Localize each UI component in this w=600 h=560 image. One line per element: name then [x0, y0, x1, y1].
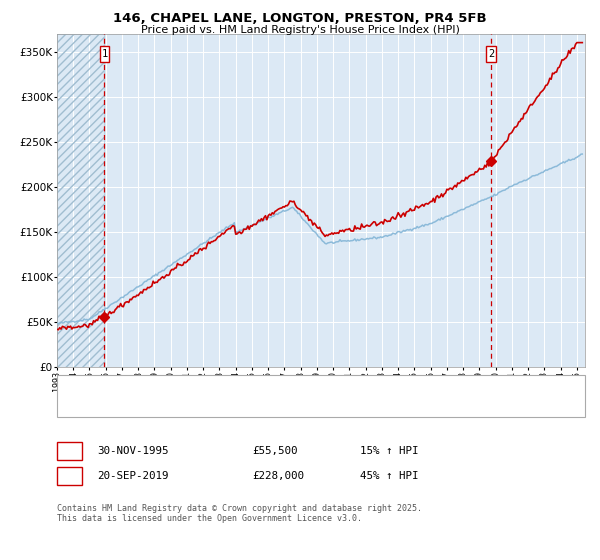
Text: 2: 2: [66, 471, 73, 481]
Text: 1: 1: [66, 446, 73, 456]
Text: HPI: Average price, semi-detached house, South Ribble: HPI: Average price, semi-detached house,…: [102, 400, 377, 410]
Text: 146, CHAPEL LANE, LONGTON, PRESTON, PR4 5FB (semi-detached house): 146, CHAPEL LANE, LONGTON, PRESTON, PR4 …: [102, 382, 470, 392]
Text: £55,500: £55,500: [252, 446, 298, 456]
Text: Contains HM Land Registry data © Crown copyright and database right 2025.: Contains HM Land Registry data © Crown c…: [57, 504, 422, 513]
Text: 1: 1: [101, 49, 107, 59]
FancyBboxPatch shape: [486, 46, 496, 62]
Text: £228,000: £228,000: [252, 471, 304, 481]
FancyBboxPatch shape: [100, 46, 109, 62]
Text: 2: 2: [488, 49, 494, 59]
Text: 20-SEP-2019: 20-SEP-2019: [97, 471, 169, 481]
Text: 15% ↑ HPI: 15% ↑ HPI: [360, 446, 419, 456]
Text: 30-NOV-1995: 30-NOV-1995: [97, 446, 169, 456]
Text: 146, CHAPEL LANE, LONGTON, PRESTON, PR4 5FB: 146, CHAPEL LANE, LONGTON, PRESTON, PR4 …: [113, 12, 487, 25]
Text: Price paid vs. HM Land Registry's House Price Index (HPI): Price paid vs. HM Land Registry's House …: [140, 25, 460, 35]
Text: This data is licensed under the Open Government Licence v3.0.: This data is licensed under the Open Gov…: [57, 514, 362, 523]
Text: 45% ↑ HPI: 45% ↑ HPI: [360, 471, 419, 481]
